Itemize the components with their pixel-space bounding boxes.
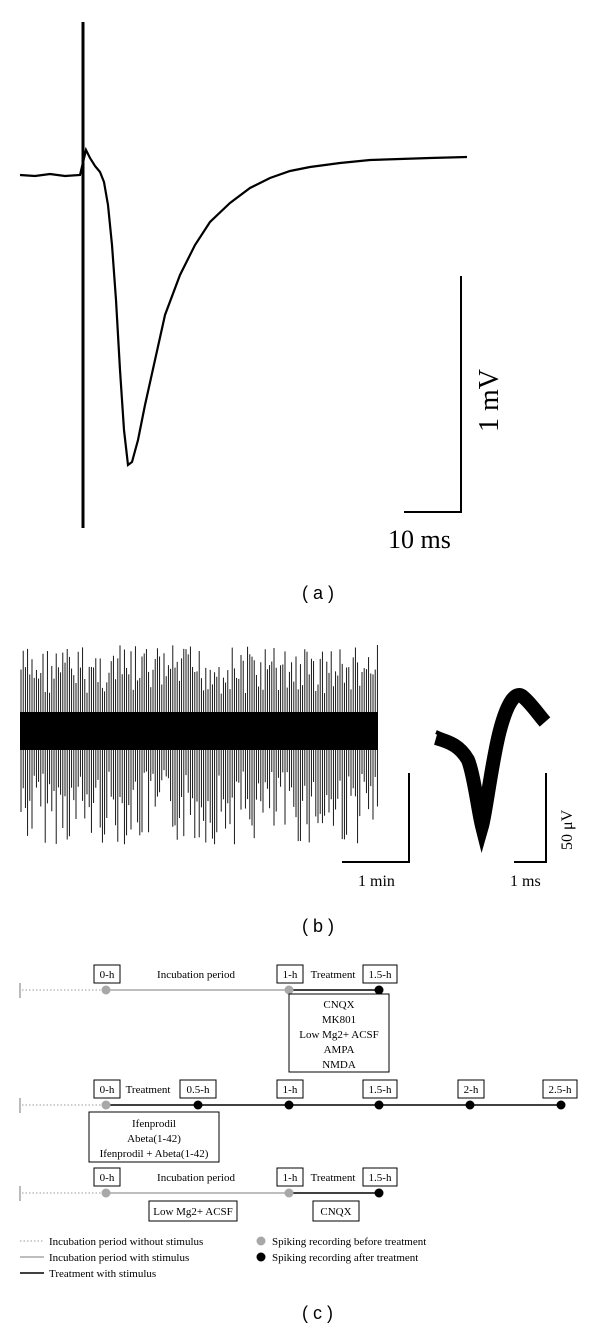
gray-dot xyxy=(284,985,294,995)
gray-dot xyxy=(101,985,111,995)
black-dot xyxy=(465,1100,475,1110)
r3-box-1: Low Mg2+ ACSF xyxy=(153,1206,233,1218)
r1-t2: 1.5-h xyxy=(369,969,392,981)
legend-dotted: Incubation period without stimulus xyxy=(49,1236,203,1248)
field-potential-trace xyxy=(19,146,468,468)
legend-gray-dot xyxy=(256,1236,266,1246)
panel-b-label: ( b ) xyxy=(302,916,335,936)
r1-t1: 1-h xyxy=(283,969,298,981)
gray-dot xyxy=(101,1100,111,1110)
panel-b-figure: 1 min 1 ms 50 μV xyxy=(20,645,576,890)
scale-v-label: 1 mV xyxy=(474,369,505,432)
r2-drug-2: Abeta(1-42) xyxy=(127,1133,181,1145)
scale-50uv-label: 50 μV xyxy=(559,809,576,850)
scale-1ms-label: 1 ms xyxy=(510,873,541,890)
scale-t-label: 10 ms xyxy=(388,525,451,554)
r3-t0: 0-h xyxy=(100,1172,115,1184)
r2-time-3: 1-h xyxy=(283,1084,298,1096)
gray-dot xyxy=(284,1188,294,1198)
scale-1min-label: 1 min xyxy=(358,873,395,890)
legend-black-dot xyxy=(256,1252,266,1262)
r1-drug-2: MK801 xyxy=(322,1014,356,1026)
black-dot xyxy=(556,1100,566,1110)
spike-waveform-overlay xyxy=(434,688,551,854)
legend-gray: Incubation period with stimulus xyxy=(49,1252,189,1264)
r2-drug-1: Ifenprodil xyxy=(132,1118,176,1130)
legend-black-dot-label: Spiking recording after treatment xyxy=(272,1252,418,1264)
black-dot xyxy=(284,1100,294,1110)
black-dot xyxy=(374,1188,384,1198)
panel-a-label: ( a ) xyxy=(302,583,335,603)
legend: Incubation period without stimulus Incub… xyxy=(20,1236,426,1280)
noise-band xyxy=(20,712,378,750)
r3-t2: 1.5-h xyxy=(369,1172,392,1184)
gray-dot xyxy=(101,1188,111,1198)
r1-treatment: Treatment xyxy=(311,969,356,981)
r1-drug-4: AMPA xyxy=(324,1044,355,1056)
black-dot xyxy=(374,985,384,995)
r1-incubation: Incubation period xyxy=(157,969,235,981)
protocol-row-1: 0-h 1-h 1.5-h Incubation period Treatmen… xyxy=(19,964,398,1073)
r3-incubation: Incubation period xyxy=(157,1172,235,1184)
r1-t0: 0-h xyxy=(100,969,115,981)
r1-drug-5: NMDA xyxy=(322,1059,356,1071)
r3-treatment: Treatment xyxy=(311,1172,356,1184)
r2-time-6: 2.5-h xyxy=(549,1084,572,1096)
black-dot xyxy=(193,1100,203,1110)
protocol-row-2: 0-h Treatment 0.5-h 1-h 1.5-h 2-h 2.5-h … xyxy=(19,1079,578,1163)
r2-treatment: Treatment xyxy=(126,1084,171,1096)
r2-time-2: 0.5-h xyxy=(187,1084,210,1096)
r3-t1: 1-h xyxy=(283,1172,298,1184)
r3-box-2: CNQX xyxy=(320,1206,351,1218)
black-dot xyxy=(374,1100,384,1110)
r1-drug-1: CNQX xyxy=(323,999,354,1011)
r2-time-1: 0-h xyxy=(100,1084,115,1096)
panel-c-label: ( c ) xyxy=(302,1303,333,1323)
legend-gray-dot-label: Spiking recording before treatment xyxy=(272,1236,426,1248)
r2-time-4: 1.5-h xyxy=(369,1084,392,1096)
panel-a-figure: 1 mV 10 ms xyxy=(19,22,505,554)
r2-time-5: 2-h xyxy=(464,1084,479,1096)
protocol-row-3: 0-h 1-h 1.5-h Incubation period Treatmen… xyxy=(19,1167,398,1222)
r2-drug-3: Ifenprodil + Abeta(1-42) xyxy=(100,1148,209,1160)
r1-drug-3: Low Mg2+ ACSF xyxy=(299,1029,379,1041)
legend-black: Treatment with stimulus xyxy=(49,1268,156,1280)
